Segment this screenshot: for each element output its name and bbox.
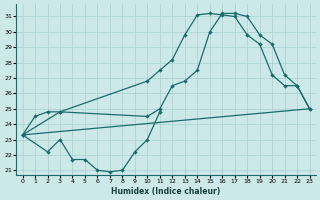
X-axis label: Humidex (Indice chaleur): Humidex (Indice chaleur) <box>111 187 221 196</box>
